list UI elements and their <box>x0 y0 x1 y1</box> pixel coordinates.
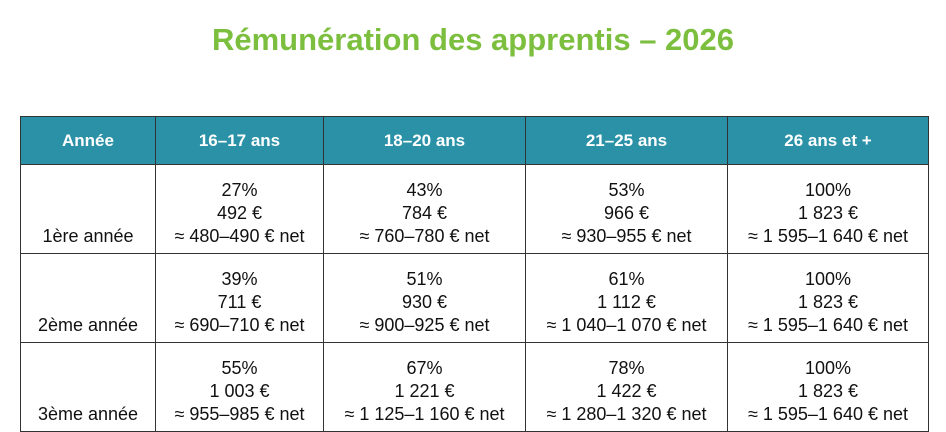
column-header: 18–20 ans <box>323 116 526 165</box>
table-cell: 78% 1 422 € ≈ 1 280–1 320 € net <box>525 342 728 432</box>
net-amount: ≈ 930–955 € net <box>561 226 692 246</box>
column-header: 26 ans et + <box>727 116 929 165</box>
net-amount: ≈ 1 595–1 640 € net <box>747 226 908 246</box>
gross-amount: 711 € <box>217 292 262 312</box>
gross-amount: 1 823 € <box>797 292 859 312</box>
page-title: Rémunération des apprentis – 2026 <box>211 22 735 57</box>
table-cell: 53% 966 € ≈ 930–955 € net <box>525 164 728 254</box>
row-label: 1ère année <box>20 164 156 254</box>
pay-table: Année 16–17 ans 18–20 ans 21–25 ans 26 ans e… <box>20 116 929 432</box>
rate: 27% <box>221 180 258 200</box>
net-amount: ≈ 1 595–1 640 € net <box>747 315 908 335</box>
table-cell: 100% 1 823 € ≈ 1 595–1 640 € net <box>727 342 929 432</box>
column-header: 21–25 ans <box>525 116 728 165</box>
rate: 67% <box>406 358 443 378</box>
net-amount: ≈ 1 280–1 320 € net <box>546 404 707 424</box>
rate: 78% <box>608 358 645 378</box>
rate: 53% <box>608 180 645 200</box>
gross-amount: 1 823 € <box>797 203 859 223</box>
table-row: 2ème année 39% 711 € ≈ 690–710 € net 51% 930 … <box>20 253 929 343</box>
net-amount: ≈ 900–925 € net <box>359 315 490 335</box>
table-row: 3ème année 55% 1 003 € ≈ 955–985 € net 67% 1 … <box>20 342 929 432</box>
table-body: 1ère année 27% 492 € ≈ 480–490 € net 43% 784 … <box>20 164 929 432</box>
rate: 100% <box>804 180 852 200</box>
table-cell: 55% 1 003 € ≈ 955–985 € net <box>155 342 324 432</box>
gross-amount: 1 112 € <box>597 292 656 312</box>
table-cell: 100% 1 823 € ≈ 1 595–1 640 € net <box>727 164 929 254</box>
table-cell: 43% 784 € ≈ 760–780 € net <box>323 164 526 254</box>
gross-amount: 1 823 € <box>797 381 859 401</box>
gross-amount: 966 € <box>603 203 650 223</box>
table-cell: 61% 1 112 € ≈ 1 040–1 070 € net <box>525 253 728 343</box>
header-row: Année 16–17 ans 18–20 ans 21–25 ans 26 ans e… <box>20 116 929 165</box>
net-amount: ≈ 760–780 € net <box>359 226 490 246</box>
net-amount: ≈ 1 125–1 160 € net <box>344 404 505 424</box>
net-amount: ≈ 955–985 € net <box>174 404 305 424</box>
column-header: Année <box>20 116 156 165</box>
row-label: 3ème année <box>20 342 156 432</box>
rate: 61% <box>608 269 645 289</box>
table-cell: 67% 1 221 € ≈ 1 125–1 160 € net <box>323 342 526 432</box>
table-row: 1ère année 27% 492 € ≈ 480–490 € net 43% 784 … <box>20 164 929 254</box>
net-amount: ≈ 1 595–1 640 € net <box>747 404 908 424</box>
net-amount: ≈ 690–710 € net <box>174 315 305 335</box>
gross-amount: 930 € <box>401 292 448 312</box>
table-cell: 51% 930 € ≈ 900–925 € net <box>323 253 526 343</box>
gross-amount: 1 221 € <box>394 381 455 401</box>
rate: 39% <box>221 269 258 289</box>
rate: 51% <box>406 269 443 289</box>
net-amount: ≈ 480–490 € net <box>174 226 305 246</box>
row-label: 2ème année <box>20 253 156 343</box>
table-cell: 27% 492 € ≈ 480–490 € net <box>155 164 324 254</box>
table-cell: 39% 711 € ≈ 690–710 € net <box>155 253 324 343</box>
rate: 100% <box>804 358 852 378</box>
rate: 43% <box>406 180 443 200</box>
column-header: 16–17 ans <box>155 116 324 165</box>
rate: 55% <box>221 358 258 378</box>
rate: 100% <box>804 269 852 289</box>
table-cell: 100% 1 823 € ≈ 1 595–1 640 € net <box>727 253 929 343</box>
gross-amount: 1 422 € <box>596 381 657 401</box>
gross-amount: 492 € <box>216 203 263 223</box>
gross-amount: 784 € <box>401 203 448 223</box>
gross-amount: 1 003 € <box>209 381 270 401</box>
net-amount: ≈ 1 040–1 070 € net <box>546 315 707 335</box>
